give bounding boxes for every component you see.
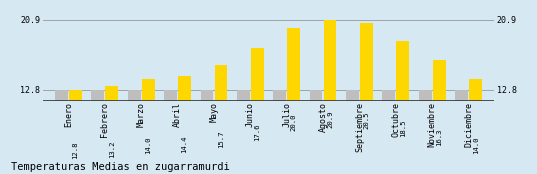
Bar (324, 20, 337, 174)
Bar (251, 48, 264, 174)
Text: 12.8: 12.8 (72, 142, 78, 159)
Bar (273, 90, 286, 174)
Bar (419, 90, 432, 174)
Bar (382, 90, 395, 174)
Bar (215, 65, 227, 174)
Text: 20.0: 20.0 (291, 114, 296, 131)
Bar (360, 23, 373, 174)
Bar (200, 90, 213, 174)
Text: 18.5: 18.5 (400, 120, 406, 137)
Text: 20.5: 20.5 (364, 112, 369, 129)
Bar (433, 60, 446, 174)
Bar (178, 76, 191, 174)
Text: 14.0: 14.0 (473, 137, 478, 155)
Text: 16.3: 16.3 (436, 128, 442, 146)
Text: 15.7: 15.7 (218, 130, 224, 148)
Bar (128, 90, 141, 174)
Text: 13.2: 13.2 (109, 140, 115, 158)
Bar (396, 41, 409, 174)
Bar (142, 79, 155, 174)
Text: 14.4: 14.4 (182, 135, 187, 153)
Bar (346, 90, 359, 174)
Bar (105, 86, 118, 174)
Bar (69, 90, 82, 174)
Bar (55, 90, 68, 174)
Text: 20.9: 20.9 (327, 110, 333, 128)
Bar (310, 90, 322, 174)
Text: 14.0: 14.0 (145, 137, 151, 155)
Bar (469, 79, 482, 174)
Bar (237, 90, 250, 174)
Bar (455, 90, 468, 174)
Text: 17.6: 17.6 (255, 123, 260, 141)
Text: Temperaturas Medias en zugarramurdi: Temperaturas Medias en zugarramurdi (11, 162, 229, 172)
Bar (287, 28, 300, 174)
Bar (91, 90, 104, 174)
Bar (164, 90, 177, 174)
